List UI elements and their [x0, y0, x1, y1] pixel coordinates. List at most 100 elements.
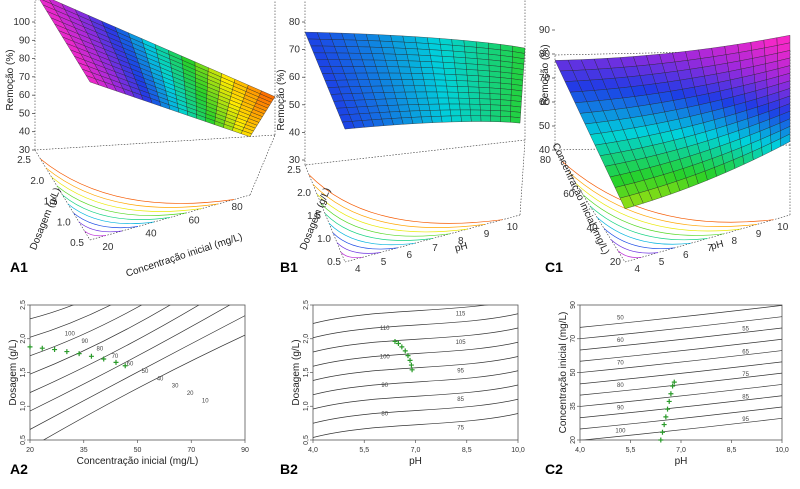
contour-lines — [313, 305, 518, 438]
surface-cell — [452, 45, 466, 53]
surface-cell — [402, 35, 417, 44]
floor-contour-line — [56, 185, 187, 216]
x-tick-label: 7 — [707, 243, 713, 254]
y-tick-label: 0.5 — [327, 257, 341, 268]
surface-cell — [456, 80, 469, 87]
surface-cell — [434, 79, 447, 87]
surface-cell — [455, 74, 468, 82]
y-tick-label: 20 — [610, 257, 622, 268]
surface-cell — [469, 103, 481, 111]
contour-line — [580, 406, 782, 430]
x-tick-label: 10 — [777, 222, 789, 233]
optimum-point-marker — [52, 347, 58, 353]
y-tick-label: 40 — [587, 223, 599, 234]
x-tick-label: 7 — [432, 243, 438, 254]
surface-cell — [428, 103, 441, 111]
z-tick-label: 40 — [289, 127, 301, 138]
surface-box-edge — [34, 149, 91, 241]
contour-level-label: 100 — [615, 428, 626, 434]
z-tick-label: 50 — [19, 108, 31, 119]
surface-cell — [399, 110, 412, 119]
panel-label: A1 — [10, 259, 28, 275]
surface-cell — [510, 116, 521, 124]
surface-cell — [422, 73, 435, 81]
x-tick-label: 8 — [731, 236, 737, 247]
surface-cell — [440, 115, 453, 123]
floor-contour-line — [73, 212, 139, 229]
contour-line — [313, 313, 518, 339]
x-axis-label: pH — [675, 456, 688, 467]
contour-level-label: 95 — [742, 417, 749, 423]
surface-cell — [391, 117, 404, 126]
surface-cell — [406, 98, 419, 105]
optimum-point-marker — [101, 356, 107, 362]
floor-contour-line — [582, 194, 725, 236]
optimum-point-marker — [39, 345, 45, 351]
surface-cell — [403, 41, 418, 50]
surface-cell — [371, 53, 386, 61]
surface-cell — [444, 74, 457, 81]
surface-cell — [368, 79, 383, 87]
surface-cell — [370, 85, 385, 93]
surface-cell — [490, 115, 501, 123]
contour-plots: 100 90 80 70 60 50 40 30 20 10 20 35 50 70 90 0,5 1,0 1,5… — [8, 300, 789, 477]
surface-cell — [377, 72, 392, 80]
surface-panel-c1: 9080706050404567891020406080pHConcentraç… — [539, 25, 791, 275]
surface-cell — [399, 72, 413, 80]
surface-box-edge — [89, 194, 251, 241]
surface-cell — [411, 73, 424, 80]
surface-cell — [346, 46, 361, 54]
contour-line — [30, 305, 171, 375]
x-tick-label: 5 — [659, 257, 665, 268]
surface-cell — [409, 66, 423, 74]
surface-cell — [780, 133, 791, 147]
panel-label: B2 — [280, 461, 298, 477]
surface-cell — [383, 92, 397, 100]
y-tick-label: 0,5 — [20, 435, 27, 445]
surface-cell — [489, 98, 501, 106]
z-axis-label: Remoção (%) — [540, 44, 551, 105]
contour-line — [313, 384, 518, 410]
contour-line — [580, 417, 782, 440]
surface-cell — [500, 99, 512, 107]
contour-line — [580, 316, 782, 340]
surface-cell — [373, 59, 388, 67]
optimum-point-marker — [27, 344, 33, 350]
optimum-point-marker — [122, 363, 128, 369]
optimum-point-marker — [671, 379, 677, 385]
surface-cell — [436, 91, 449, 99]
x-tick-label: 7,0 — [411, 447, 421, 454]
surface-cell — [479, 104, 491, 111]
surface-cell — [478, 81, 490, 89]
optimum-point-marker — [76, 351, 82, 357]
panel-label: A2 — [10, 461, 28, 477]
surface-cell — [381, 85, 395, 93]
x-tick-label: 5,5 — [626, 447, 636, 454]
z-tick-label: 50 — [539, 121, 551, 132]
contour-line — [580, 361, 782, 385]
contour-line — [580, 384, 782, 407]
floor-contour-line — [84, 230, 107, 237]
z-tick-label: 90 — [19, 35, 31, 46]
x-tick-label: 5 — [381, 257, 387, 268]
surface-cell — [448, 97, 460, 105]
floor-contour-line — [308, 174, 503, 224]
surface-cell — [418, 104, 431, 111]
contour-level-label: 70 — [112, 354, 119, 360]
surface-cell — [433, 73, 446, 81]
surface-cell — [390, 35, 405, 43]
contour-level-label: 75 — [742, 372, 749, 378]
x-tick-label: 35 — [80, 447, 88, 454]
surface-cell — [353, 66, 367, 74]
surface-panel-b1: 807060504030456789100.51.01.52.02.5pHDos… — [276, 0, 526, 275]
y-tick-label: 0.5 — [70, 238, 84, 249]
surface-cell — [385, 60, 399, 68]
surface-cell — [477, 69, 490, 77]
surface-cell — [377, 105, 390, 113]
surface-cell — [366, 72, 381, 80]
floor-contour-line — [328, 222, 416, 246]
contour-level-label: 90 — [381, 383, 388, 389]
contour-level-label: 115 — [456, 312, 466, 318]
z-tick-label: 60 — [539, 97, 551, 108]
